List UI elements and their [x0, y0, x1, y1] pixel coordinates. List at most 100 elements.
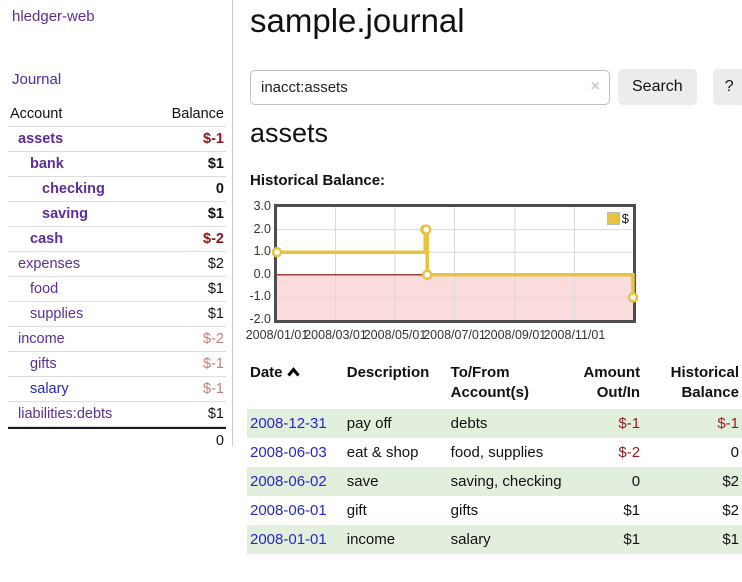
help-button[interactable]: ?	[712, 69, 742, 105]
account-name-cell: saving	[8, 202, 151, 227]
transaction-date-link[interactable]: 2008-12-31	[250, 414, 327, 432]
search-input[interactable]	[250, 69, 610, 105]
transaction-accounts-cell: food, supplies	[450, 443, 544, 461]
account-name-cell: gifts	[8, 352, 151, 377]
transaction-date-link[interactable]: 2008-06-01	[250, 501, 327, 519]
account-link[interactable]: expenses	[18, 256, 81, 272]
transaction-date-link[interactable]: 2008-06-03	[250, 443, 327, 461]
account-row: assets $-1	[8, 127, 226, 152]
account-link[interactable]: bank	[30, 156, 64, 172]
account-row: salary $-1	[8, 377, 226, 402]
historical-column-header[interactable]: Historical Balance	[670, 364, 739, 402]
main-content: sample.journal × Search ? assets Histori…	[246, 0, 742, 582]
account-link[interactable]: liabilities:debts	[18, 406, 113, 422]
transaction-row[interactable]: 2008-06-02 save saving, checking 0 $2	[247, 466, 742, 496]
account-row: saving $1	[8, 202, 226, 227]
account-balance: $1	[150, 302, 226, 327]
account-heading: assets	[250, 118, 329, 148]
account-name-cell: food	[8, 277, 151, 302]
account-link[interactable]: gifts	[30, 356, 57, 372]
transaction-date-cell: 2008-06-01	[247, 496, 344, 525]
transaction-date-cell: 2008-12-31	[247, 409, 344, 438]
account-balance: $-1	[150, 127, 226, 152]
account-row: checking 0	[8, 177, 226, 202]
account-link[interactable]: income	[18, 331, 65, 347]
account-link[interactable]: food	[30, 281, 59, 297]
transaction-balance-cell: $2	[722, 472, 739, 490]
account-row: supplies $1	[8, 302, 226, 327]
transaction-row[interactable]: 2008-12-31 pay off debts $-1 $-1	[247, 408, 742, 438]
x-axis-tick-label: 2008/11/01	[543, 328, 606, 342]
accounts-column-header[interactable]: To/From Account(s)	[450, 364, 530, 402]
transaction-amount-cell: $-1	[618, 414, 641, 432]
x-axis-tick-label: 2008/07/01	[423, 328, 486, 342]
transaction-amount-cell: $-2	[618, 443, 641, 461]
transaction-date-cell: 2008-06-02	[247, 467, 344, 496]
account-balance: $1	[150, 202, 226, 227]
transaction-accounts-cell: gifts	[450, 501, 479, 519]
transaction-amount-cell: 0	[631, 472, 641, 490]
account-link[interactable]: checking	[42, 181, 105, 197]
account-row: income $-2	[8, 327, 226, 352]
account-balance: $-2	[150, 327, 226, 352]
amount-column-header[interactable]: Amount Out/In	[583, 364, 641, 402]
account-table-header: Account Balance	[8, 102, 226, 127]
transactions-table: Date Description To/From Account(s) Amou…	[247, 358, 742, 554]
account-link[interactable]: saving	[42, 206, 88, 222]
app-brand-link[interactable]: hledger-web	[12, 8, 95, 25]
account-balance: $-1	[150, 377, 226, 402]
account-row: bank $1	[8, 152, 226, 177]
transaction-balance-cell: $1	[722, 530, 739, 548]
account-balance-table: Account Balance assets $-1 bank $1 checking 0…	[8, 102, 226, 453]
sidebar-item-journal[interactable]: Journal	[12, 71, 62, 88]
transaction-description-cell: pay off	[346, 414, 392, 432]
chart-title: Historical Balance:	[250, 172, 386, 189]
account-row: expenses $2	[8, 252, 226, 277]
account-name-cell: salary	[8, 377, 151, 402]
search-form: × Search ?	[250, 69, 742, 105]
transactions-body: 2008-12-31 pay off debts $-1 $-1 2008-06-03 ea…	[247, 408, 742, 554]
spacer	[8, 427, 151, 453]
search-button[interactable]: Search	[618, 69, 697, 105]
account-link[interactable]: supplies	[30, 306, 84, 322]
clear-search-icon[interactable]: ×	[590, 77, 600, 95]
y-axis-tick-label: -2.0	[249, 312, 271, 326]
account-name-cell: liabilities:debts	[8, 402, 151, 427]
search-box: ×	[250, 69, 610, 105]
account-balance: $1	[150, 152, 226, 177]
x-axis-tick-label: 2008/03/01	[304, 328, 367, 342]
account-row: gifts $-1	[8, 352, 226, 377]
transaction-row[interactable]: 2008-06-01 gift gifts $1 $2	[247, 496, 742, 525]
account-column-header: Account	[8, 102, 151, 127]
transaction-date-link[interactable]: 2008-01-01	[250, 530, 327, 548]
account-name-cell: bank	[8, 152, 151, 177]
account-link[interactable]: assets	[18, 131, 64, 147]
transaction-date-cell: 2008-06-03	[247, 438, 344, 467]
account-name-cell: assets	[8, 127, 151, 152]
transaction-row[interactable]: 2008-06-03 eat & shop food, supplies $-2 0	[247, 438, 742, 467]
transaction-balance-cell: $-1	[717, 414, 739, 432]
account-row: food $1	[8, 277, 226, 302]
transaction-date-cell: 2008-01-01	[247, 525, 344, 554]
transaction-balance-cell: 0	[730, 443, 739, 461]
transaction-row[interactable]: 2008-01-01 income salary $1 $1	[247, 524, 742, 554]
transaction-description-cell: save	[346, 472, 379, 490]
account-link[interactable]: cash	[30, 231, 64, 247]
account-link[interactable]: salary	[30, 381, 69, 397]
account-balance: $2	[150, 252, 226, 277]
transaction-date-link[interactable]: 2008-06-02	[250, 472, 327, 490]
account-name-cell: supplies	[8, 302, 151, 327]
chart-canvas	[271, 207, 639, 320]
y-axis-tick-label: 3.0	[253, 199, 271, 213]
balance-column-header: Balance	[150, 102, 226, 127]
account-name-cell: checking	[8, 177, 151, 202]
y-axis-tick-label: -1.0	[249, 289, 271, 304]
transaction-amount-cell: $1	[623, 501, 641, 519]
sort-ascending-icon	[286, 367, 300, 377]
account-name-cell: cash	[8, 227, 151, 252]
transactions-header-row: Date Description To/From Account(s) Amou…	[247, 358, 742, 409]
date-column-header[interactable]: Date	[247, 358, 344, 409]
description-column-header[interactable]: Description	[346, 364, 430, 381]
legend-swatch-icon	[606, 212, 620, 225]
transaction-description-cell: gift	[346, 501, 367, 519]
